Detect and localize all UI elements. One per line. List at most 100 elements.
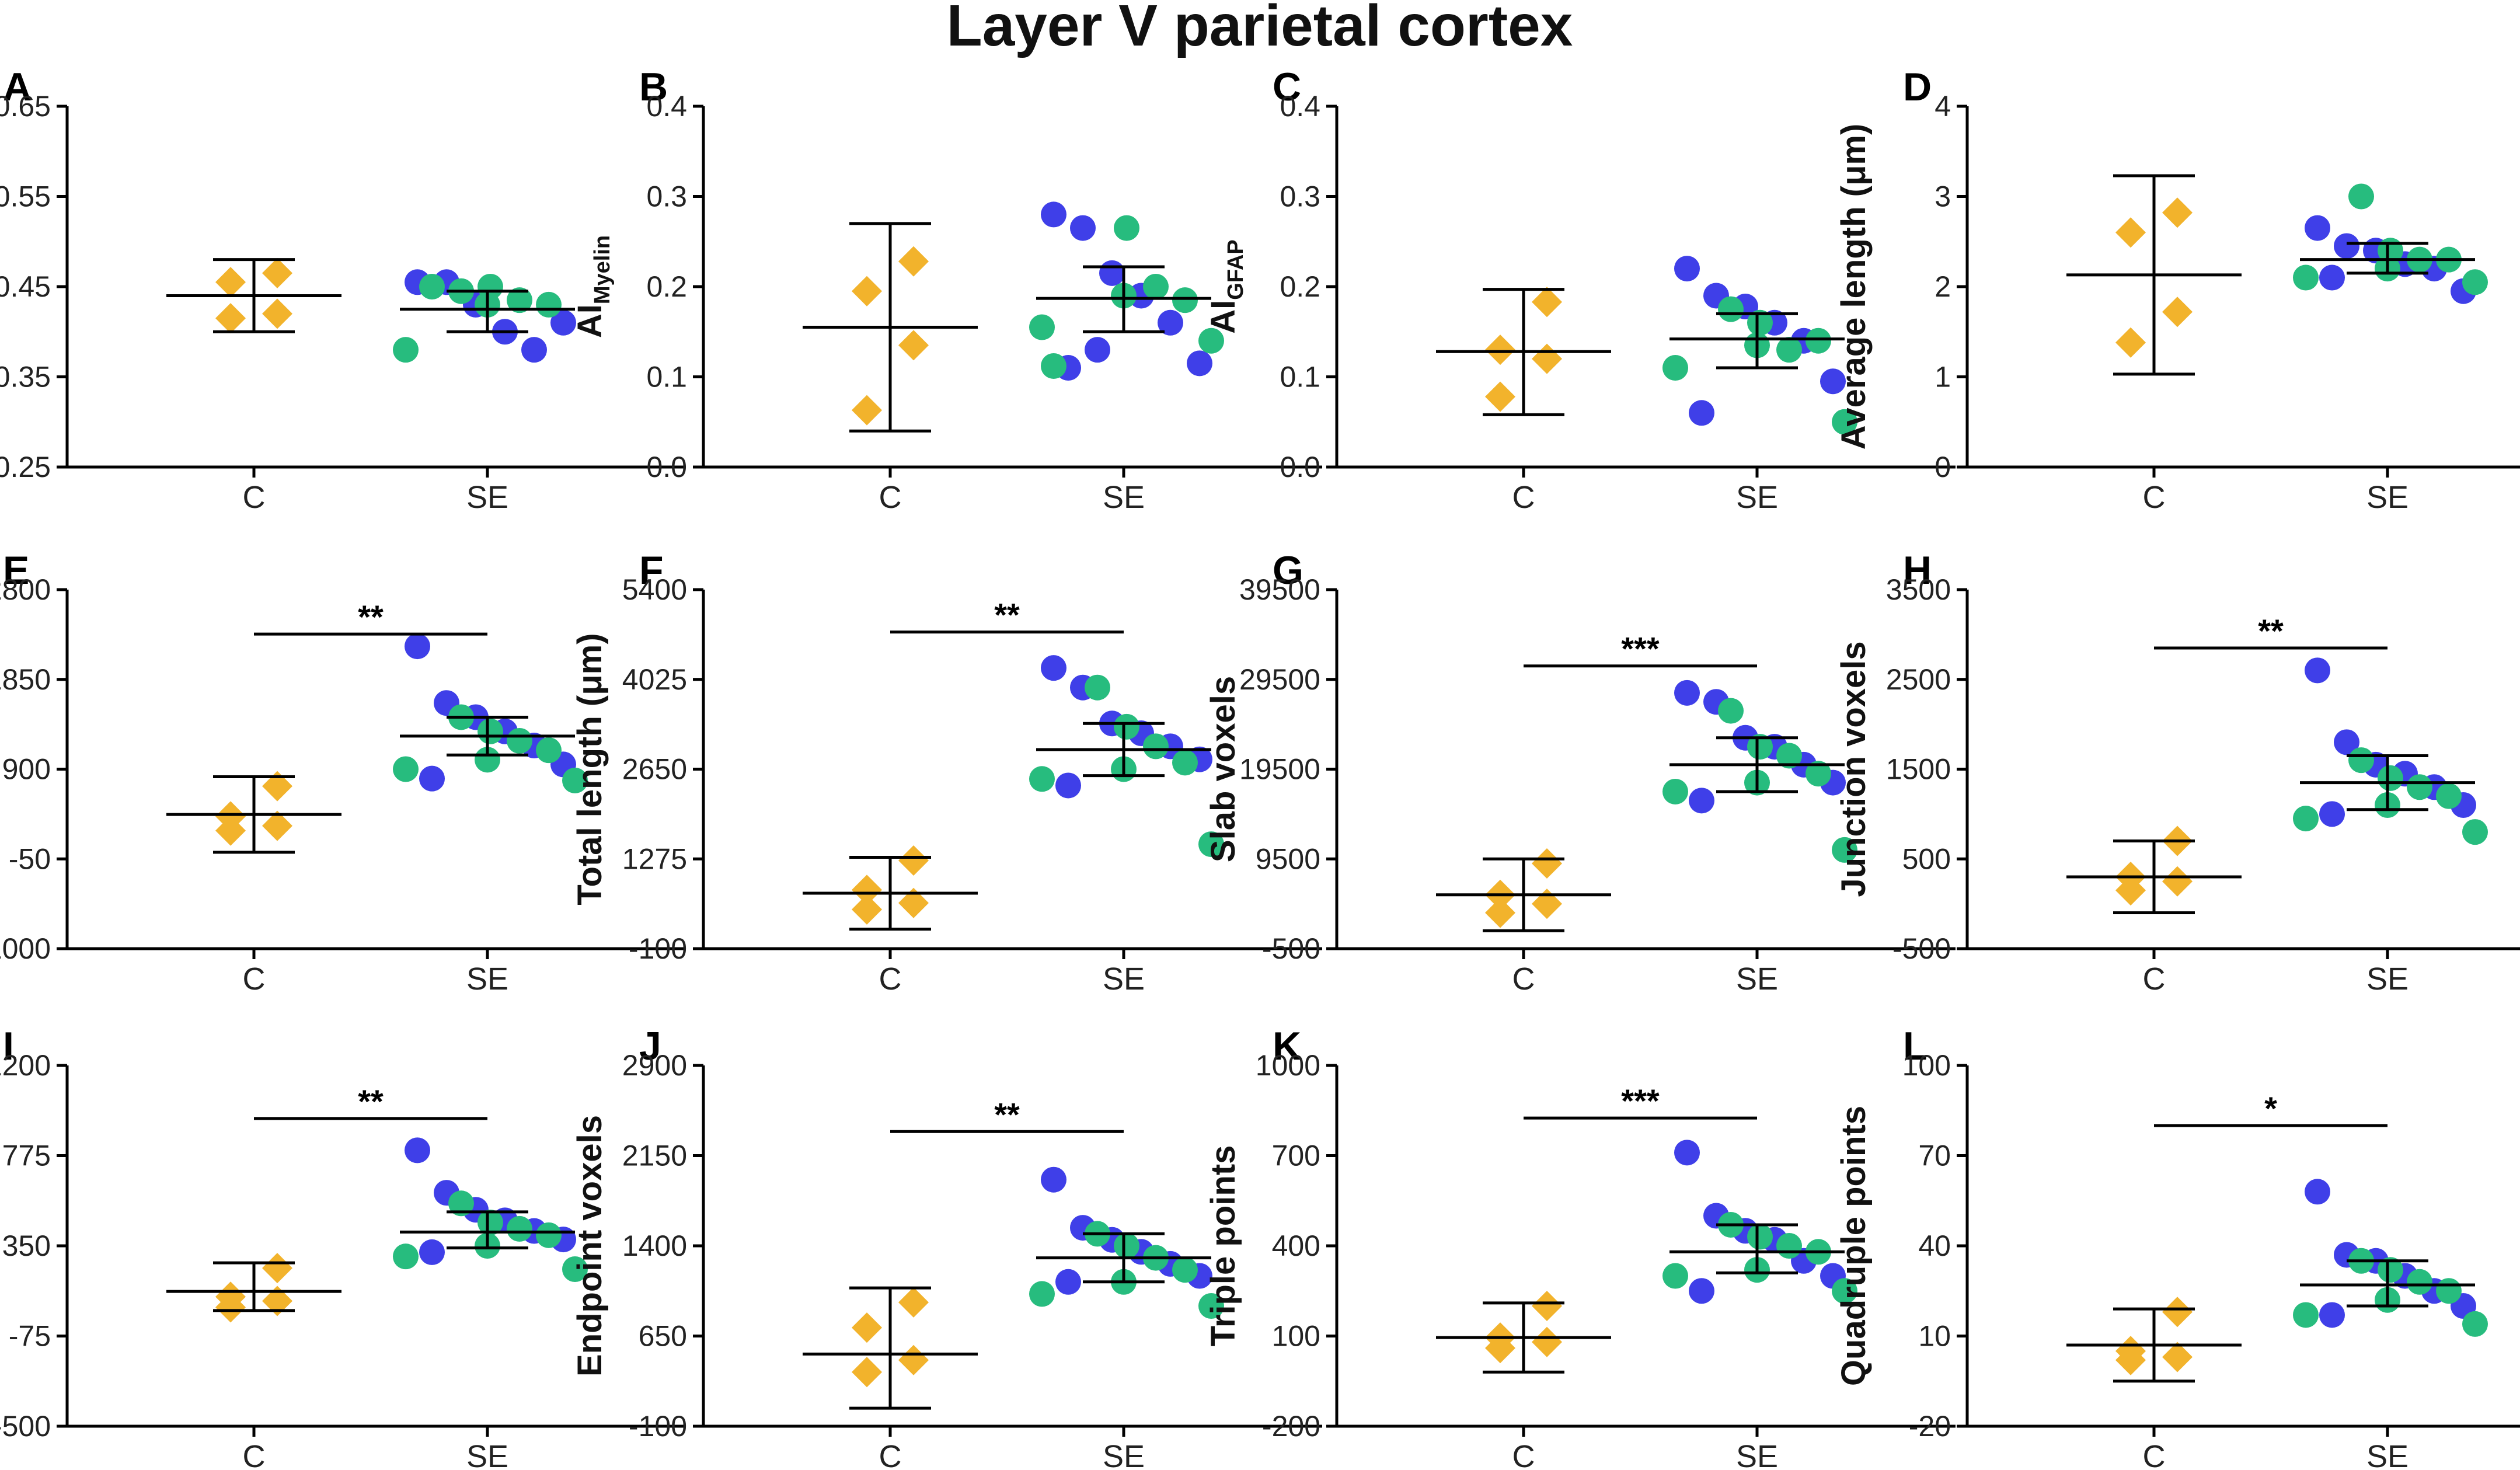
y-tick-label: 2150 bbox=[622, 1140, 687, 1172]
control-point bbox=[262, 298, 292, 329]
control-point bbox=[898, 1344, 929, 1375]
se-point-green bbox=[1029, 314, 1055, 340]
x-tick-label-c: C bbox=[243, 480, 266, 515]
se-point-green bbox=[1143, 733, 1169, 760]
se-point-green bbox=[562, 1256, 588, 1282]
y-tick-label: 350 bbox=[2, 1229, 51, 1262]
y-axis-label: Total length (μm) bbox=[571, 633, 609, 905]
y-tick-label: -1000 bbox=[0, 932, 51, 965]
control-point bbox=[1532, 1326, 1562, 1357]
control-point bbox=[1532, 1291, 1562, 1321]
y-tick-label: -500 bbox=[0, 1410, 51, 1443]
control-point bbox=[262, 1286, 292, 1316]
se-point-green bbox=[1806, 328, 1831, 354]
y-tick-label: 775 bbox=[2, 1140, 51, 1172]
y-axis-label: AIMyelin bbox=[571, 235, 615, 338]
y-tick-label: 0.45 bbox=[0, 270, 51, 303]
se-point-blue bbox=[2305, 657, 2330, 684]
panel-label-K: K bbox=[1273, 1024, 1301, 1068]
y-tick-label: -100 bbox=[629, 1410, 687, 1443]
y-axis-label: Junction voxels bbox=[1835, 641, 1873, 897]
control-point bbox=[2162, 297, 2193, 328]
y-tick-label: 900 bbox=[2, 753, 51, 786]
y-tick-label: 5400 bbox=[622, 573, 687, 606]
se-point-blue bbox=[419, 765, 445, 792]
control-point bbox=[1485, 1333, 1515, 1364]
control-point bbox=[215, 1292, 246, 1323]
significance-label: ** bbox=[2258, 612, 2284, 649]
se-point-green bbox=[448, 1190, 474, 1217]
control-point bbox=[2162, 1342, 2193, 1373]
y-tick-label: 2500 bbox=[1886, 663, 1951, 696]
control-point bbox=[1532, 848, 1562, 879]
y-tick-label: 0.1 bbox=[1280, 361, 1320, 393]
se-point-blue bbox=[1674, 1140, 1700, 1166]
se-point-blue bbox=[1674, 256, 1700, 282]
y-tick-label: 3500 bbox=[1886, 573, 1951, 606]
se-point-green bbox=[1198, 1293, 1224, 1319]
se-point-green bbox=[1662, 1263, 1688, 1289]
y-tick-label: -200 bbox=[1262, 1410, 1320, 1443]
control-point bbox=[2162, 1297, 2193, 1328]
se-point-green bbox=[1832, 409, 1857, 435]
control-point bbox=[1532, 889, 1562, 919]
se-point-blue bbox=[1055, 1269, 1081, 1295]
y-tick-label: -100 bbox=[629, 932, 687, 965]
y-tick-label: 2650 bbox=[622, 753, 687, 786]
y-tick-label: 2 bbox=[1935, 270, 1951, 303]
y-tick-label: 1200 bbox=[0, 1049, 51, 1082]
se-point-green bbox=[2436, 1278, 2462, 1304]
panels-group: A0.250.350.450.550.65CSECD (×10-2 cell/μ… bbox=[0, 65, 2520, 1470]
se-point-green bbox=[2407, 774, 2432, 800]
y-tick-label: 4025 bbox=[622, 663, 687, 696]
panel-I: I-500-753507751200CSEJunctions** bbox=[0, 1024, 686, 1470]
control-point bbox=[215, 815, 246, 846]
se-point-blue bbox=[1674, 680, 1700, 706]
x-tick-label-se: SE bbox=[466, 962, 508, 997]
panel-label-H: H bbox=[1903, 548, 1932, 593]
se-point-blue bbox=[405, 633, 430, 660]
x-tick-label-se: SE bbox=[1103, 962, 1145, 997]
control-point bbox=[262, 771, 292, 802]
y-axis-label: Endpoint voxels bbox=[571, 1115, 609, 1377]
x-tick-label-se: SE bbox=[466, 1439, 508, 1470]
y-tick-label: 0.3 bbox=[1280, 180, 1320, 213]
x-tick-label-se: SE bbox=[1736, 480, 1778, 515]
panel-label-A: A bbox=[3, 65, 32, 109]
y-tick-label: 0.65 bbox=[0, 90, 51, 123]
y-axis-label: Quadruple points bbox=[1835, 1106, 1873, 1386]
se-point-green bbox=[475, 747, 500, 773]
panel-E: E-1000-5090018502800CSEBranches** bbox=[0, 548, 686, 997]
panel-D: D 0 1 2 3 4 C SE Average length (μm) bbox=[1835, 65, 2520, 515]
control-point bbox=[1485, 335, 1515, 365]
y-tick-label: 0.0 bbox=[1280, 451, 1320, 483]
control-point bbox=[215, 267, 246, 298]
control-point bbox=[2115, 327, 2146, 358]
y-tick-label: 500 bbox=[1902, 842, 1951, 875]
y-tick-label: 1500 bbox=[1886, 753, 1951, 786]
control-point bbox=[852, 894, 882, 925]
se-point-green bbox=[1747, 1224, 1773, 1250]
y-tick-label: 0.35 bbox=[0, 361, 51, 393]
x-tick-label-c: C bbox=[1512, 480, 1535, 515]
control-point bbox=[262, 1253, 292, 1284]
y-tick-label: -75 bbox=[9, 1320, 51, 1353]
panel-label-C: C bbox=[1273, 65, 1301, 109]
se-point-blue bbox=[1187, 350, 1212, 377]
se-point-green bbox=[1114, 215, 1139, 241]
y-tick-label: 400 bbox=[1272, 1229, 1320, 1262]
se-point-green bbox=[507, 727, 532, 754]
panel-label-E: E bbox=[3, 548, 29, 593]
control-point bbox=[215, 303, 246, 334]
control-point bbox=[898, 1287, 929, 1318]
figure-title: Layer V parietal cortex bbox=[947, 0, 1573, 58]
x-tick-label-c: C bbox=[243, 1439, 266, 1470]
se-point-blue bbox=[1689, 788, 1714, 814]
se-point-green bbox=[1172, 1257, 1198, 1283]
y-tick-label: -20 bbox=[1909, 1410, 1951, 1443]
se-point-green bbox=[477, 718, 503, 744]
x-tick-label-c: C bbox=[2143, 1439, 2166, 1470]
se-point-green bbox=[2348, 183, 2374, 210]
